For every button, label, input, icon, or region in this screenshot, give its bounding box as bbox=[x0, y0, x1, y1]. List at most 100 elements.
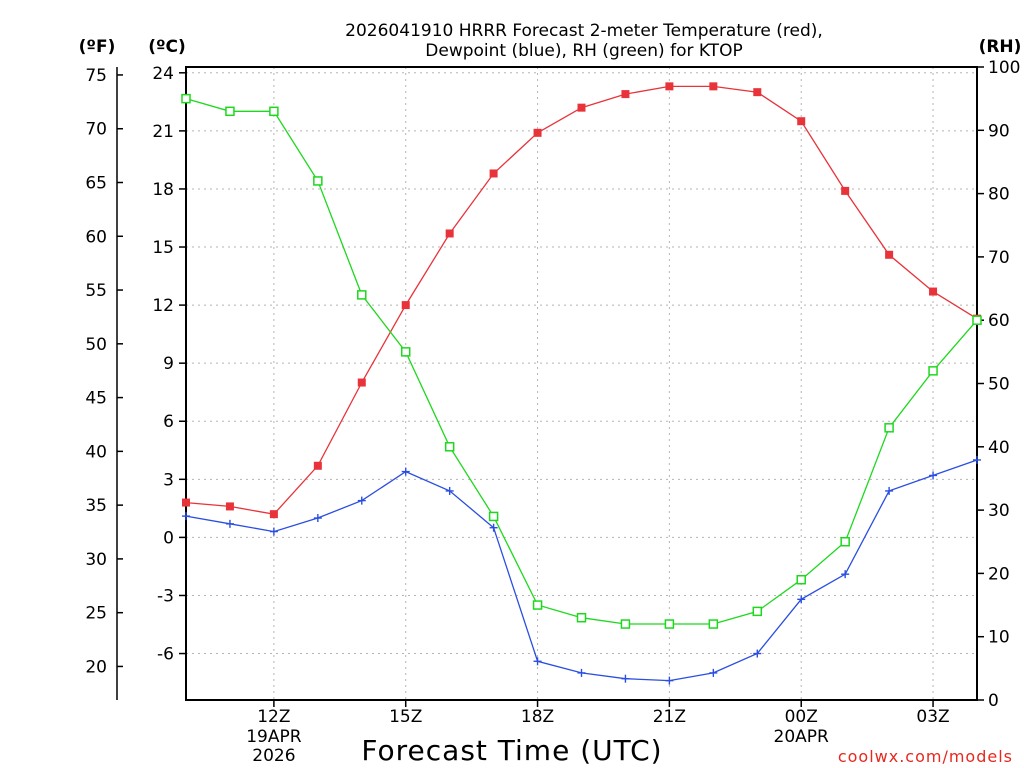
rh-tick-label: 50 bbox=[988, 375, 1010, 395]
temperature-point bbox=[841, 186, 850, 195]
rh-point bbox=[972, 315, 982, 325]
temperature-point bbox=[445, 229, 454, 238]
temperature-point bbox=[577, 103, 586, 112]
dewpoint-point bbox=[401, 467, 410, 476]
rh-tick-label: 60 bbox=[988, 311, 1010, 331]
rh-point bbox=[752, 606, 763, 617]
rh-point bbox=[796, 574, 806, 585]
temperature-point bbox=[885, 250, 894, 259]
temperature-point bbox=[753, 88, 762, 97]
dewpoint-point bbox=[885, 486, 894, 495]
series-line-2 bbox=[185, 97, 978, 625]
rh-point bbox=[840, 537, 850, 547]
dewpoint-point bbox=[269, 527, 278, 536]
x-tick-label: 00Z bbox=[785, 707, 818, 727]
axes: 24211815129630-3-67570656055504540353025… bbox=[85, 58, 1020, 766]
credit-label: coolwx.com/models bbox=[838, 747, 1013, 766]
temperature-point bbox=[929, 287, 938, 296]
temperature-point bbox=[357, 378, 366, 387]
dewpoint-point bbox=[665, 676, 674, 685]
data-series bbox=[181, 82, 982, 685]
rh-point bbox=[532, 600, 543, 610]
fahrenheit-tick-label: 40 bbox=[85, 442, 107, 462]
fahrenheit-tick-label: 25 bbox=[85, 604, 107, 624]
rh-point bbox=[269, 106, 279, 117]
dewpoint-point bbox=[489, 523, 498, 532]
rh-point bbox=[576, 612, 587, 623]
rh-tick-label: 80 bbox=[988, 185, 1010, 205]
fahrenheit-tick-label: 55 bbox=[85, 281, 107, 301]
celsius-tick-label: 21 bbox=[152, 122, 174, 142]
dewpoint-point bbox=[709, 668, 718, 677]
x-tick-label: 18Z bbox=[521, 707, 554, 727]
chart-title-line-1: 2026041910 HRRR Forecast 2-meter Tempera… bbox=[345, 21, 823, 41]
rh-point bbox=[488, 511, 499, 522]
rh-point bbox=[181, 93, 191, 104]
fahrenheit-tick-label: 65 bbox=[85, 174, 107, 194]
rh-unit-label: (RH) bbox=[979, 37, 1022, 57]
x-tick-label: 21Z bbox=[653, 707, 686, 727]
temperature-point bbox=[665, 82, 674, 91]
dewpoint-point bbox=[445, 486, 454, 495]
rh-point bbox=[928, 366, 938, 376]
rh-tick-label: 40 bbox=[988, 438, 1010, 458]
dewpoint-point bbox=[929, 471, 938, 480]
fahrenheit-unit-label: (ºF) bbox=[79, 37, 116, 57]
celsius-tick-label: 24 bbox=[152, 64, 174, 84]
rh-tick-label: 100 bbox=[988, 58, 1020, 78]
plot-frame bbox=[185, 66, 978, 701]
x-tick-label: 03Z bbox=[916, 707, 949, 727]
temperature-point bbox=[709, 82, 718, 91]
celsius-tick-label: 3 bbox=[163, 470, 174, 490]
celsius-tick-label: -6 bbox=[157, 645, 174, 665]
dewpoint-point bbox=[841, 570, 850, 579]
celsius-tick-label: 6 bbox=[163, 412, 174, 432]
celsius-tick-label: 9 bbox=[163, 354, 174, 374]
fahrenheit-tick-label: 35 bbox=[85, 496, 107, 516]
rh-point bbox=[400, 347, 411, 357]
dewpoint-point bbox=[225, 519, 234, 528]
rh-tick-label: 30 bbox=[988, 501, 1010, 521]
rh-point bbox=[620, 619, 631, 629]
dewpoint-point bbox=[182, 512, 190, 521]
celsius-tick-label: 18 bbox=[152, 180, 174, 200]
rh-tick-label: 90 bbox=[988, 121, 1010, 141]
rh-point bbox=[664, 619, 675, 629]
rh-tick-label: 20 bbox=[988, 564, 1010, 584]
fahrenheit-tick-label: 70 bbox=[85, 120, 107, 140]
grid-lines bbox=[186, 67, 977, 700]
rh-point bbox=[708, 619, 719, 629]
rh-point bbox=[444, 442, 455, 452]
celsius-tick-label: 12 bbox=[152, 296, 174, 316]
rh-point bbox=[357, 290, 367, 300]
celsius-tick-label: -3 bbox=[157, 586, 174, 606]
temperature-point bbox=[269, 510, 278, 519]
temperature-point bbox=[182, 498, 190, 507]
rh-tick-label: 70 bbox=[988, 248, 1010, 268]
dewpoint-point bbox=[621, 674, 630, 683]
temperature-point bbox=[313, 461, 322, 470]
rh-point bbox=[313, 176, 323, 186]
rh-point bbox=[884, 423, 894, 433]
rh-tick-label: 0 bbox=[988, 691, 999, 711]
dewpoint-point bbox=[973, 455, 981, 464]
dewpoint-point bbox=[533, 657, 542, 666]
rh-tick-label: 10 bbox=[988, 628, 1010, 648]
rh-point bbox=[225, 106, 235, 117]
series-line-1 bbox=[185, 459, 978, 682]
x-tick-label: 15Z bbox=[389, 707, 422, 727]
temperature-point bbox=[225, 502, 234, 511]
x-tick-date-label: 20APR bbox=[774, 727, 830, 747]
celsius-tick-label: 15 bbox=[152, 238, 174, 258]
x-tick-label: 12Z bbox=[257, 707, 290, 727]
celsius-tick-label: 0 bbox=[163, 528, 174, 548]
fahrenheit-tick-label: 50 bbox=[85, 335, 107, 355]
x-axis-label: Forecast Time (UTC) bbox=[361, 734, 662, 767]
series-line-0 bbox=[185, 85, 978, 515]
dewpoint-point bbox=[577, 668, 586, 677]
chart-title-line-2: Dewpoint (blue), RH (green) for KTOP bbox=[425, 41, 742, 61]
dewpoint-point bbox=[753, 649, 762, 658]
dewpoint-point bbox=[357, 496, 366, 505]
x-tick-date-label: 19APR bbox=[246, 727, 302, 747]
